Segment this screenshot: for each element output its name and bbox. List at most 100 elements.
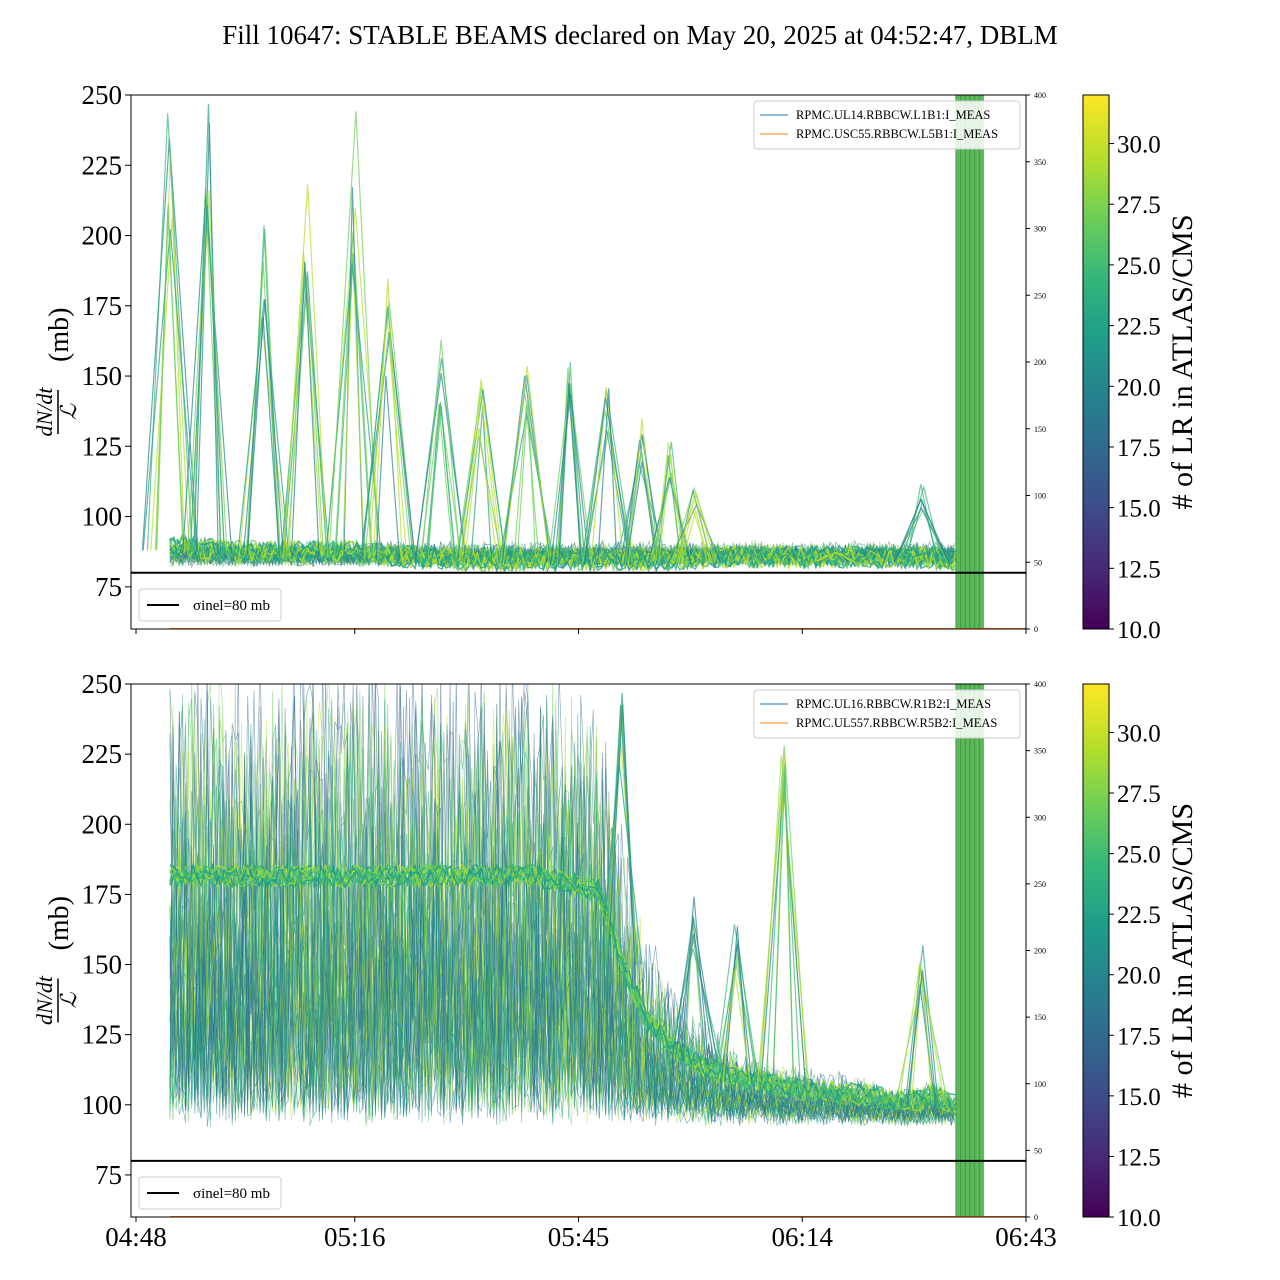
y2-tick-label: 100	[1034, 492, 1046, 501]
colorbar-label: # of LR in ATLAS/CMS	[1166, 214, 1199, 509]
colorbar-tick-label: 15.0	[1117, 496, 1161, 523]
y-axis-label: dN/dt ℒ (mb)	[32, 896, 81, 1025]
spike-4	[897, 962, 946, 1105]
x-tick-label: 06:43	[995, 1222, 1057, 1252]
spike-2	[720, 944, 753, 1082]
y-tick-label: 75	[95, 572, 122, 602]
y2-tick-label: 50	[1034, 1146, 1042, 1155]
legend-box	[753, 100, 1021, 150]
bottom-panel: 75 100 125 150 175 200 225 250 0 50 100 150 200 250 30…	[32, 669, 1199, 1252]
spike-15	[900, 484, 943, 563]
colorbar-tick-label: 22.5	[1117, 902, 1161, 929]
spike-10	[590, 387, 625, 565]
spike-1	[187, 195, 228, 555]
spike-6	[425, 406, 456, 563]
spike-15	[893, 506, 950, 563]
colorbar-tick-label: 10.0	[1117, 1205, 1161, 1232]
core-trace	[169, 864, 957, 1112]
spike-3	[759, 786, 807, 1091]
legend: RPMC.UL14.RBBCW.L1B1:I_MEAS RPMC.USC55.RB…	[753, 100, 1021, 150]
colorbar-tick-label: 15.0	[1117, 1084, 1161, 1111]
y-tick-label: 150	[82, 950, 123, 980]
spike-8	[512, 404, 540, 565]
spike-2	[247, 225, 280, 556]
legend-label: RPMC.UL16.RBBCW.R1B2:I_MEAS	[796, 697, 991, 711]
spike-3	[286, 281, 325, 556]
colorbar-tick-label: 25.0	[1117, 842, 1161, 869]
spike-9	[547, 383, 593, 565]
core-trace	[169, 862, 957, 1114]
threshold-legend-box	[138, 1176, 282, 1210]
y2-tick-label: 200	[1034, 947, 1046, 956]
trace-line	[169, 917, 955, 1125]
spike-5	[372, 278, 403, 560]
colorbar-tick-label: 30.0	[1117, 132, 1161, 159]
plot-area	[141, 95, 984, 629]
spike-10	[597, 388, 618, 565]
colorbar-tick-label: 10.0	[1117, 617, 1161, 644]
spike-1	[666, 948, 723, 1065]
spike-10	[581, 431, 634, 565]
spike-4	[910, 968, 933, 1105]
colorbar-tick-label: 27.5	[1117, 781, 1161, 808]
spike-2	[238, 317, 288, 556]
spike-14	[823, 551, 846, 562]
y-tick-label: 175	[82, 291, 123, 321]
spike-0	[156, 204, 184, 551]
threshold-legend: σinel=80 mb	[138, 588, 282, 622]
spike-10	[583, 397, 631, 565]
legend-label: RPMC.UL14.RBBCW.L1B1:I_MEAS	[796, 108, 990, 122]
spike-2	[242, 299, 284, 556]
spike-4	[904, 945, 939, 1105]
colorbar-tick-label: 12.5	[1117, 556, 1161, 583]
spike-1	[193, 103, 222, 555]
spike-1	[673, 933, 715, 1065]
y2-tick-label: 300	[1034, 225, 1046, 234]
spike-2	[246, 316, 281, 556]
spike-6	[420, 339, 461, 563]
y2-tick-label: 200	[1034, 358, 1046, 367]
legend-label: RPMC.UL557.RBBCW.R5B2:I_MEAS	[796, 716, 997, 730]
trace-line	[169, 684, 955, 1123]
spike-4	[334, 231, 373, 557]
x-tick-label: 06:14	[771, 1222, 833, 1252]
y2-tick-label: 50	[1034, 558, 1042, 567]
y-tick-label: 200	[82, 809, 123, 839]
y-tick-label: 100	[82, 1090, 123, 1120]
spike-0	[607, 704, 636, 965]
spike-9	[550, 393, 590, 565]
spike-15	[893, 498, 950, 563]
legend: RPMC.UL16.RBBCW.R1B2:I_MEAS RPMC.UL557.RB…	[753, 689, 1021, 739]
spike-3	[283, 184, 328, 556]
colorbar-tick-label: 17.5	[1117, 1023, 1161, 1050]
spike-2	[722, 969, 751, 1082]
spike-3	[772, 764, 795, 1091]
legend-label: RPMC.USC55.RBBCW.L5B1:I_MEAS	[796, 127, 998, 141]
spike-11	[625, 461, 658, 565]
top-panel: 75 100 125 150 175 200 225 250 0 50 100 150 200 250 30…	[32, 80, 1199, 644]
spike-5	[363, 331, 412, 560]
spike-7	[459, 435, 504, 565]
y-label-denominator: ℒ	[56, 991, 81, 1008]
y-label-numerator: dN/dt	[32, 975, 57, 1025]
spike-8	[502, 366, 550, 565]
colorbar-tick-label: 20.0	[1117, 963, 1161, 990]
y2-tick-label: 350	[1034, 158, 1046, 167]
y-label-unit: (mb)	[44, 896, 75, 950]
colorbar-label: # of LR in ATLAS/CMS	[1166, 803, 1199, 1098]
x-tick-label: 05:16	[324, 1222, 386, 1252]
figure-title: Fill 10647: STABLE BEAMS declared on May…	[222, 20, 1058, 50]
y-tick-label: 150	[82, 361, 123, 391]
y-tick-label: 250	[82, 80, 123, 110]
threshold-legend: σinel=80 mb	[138, 1176, 282, 1210]
legend-box	[753, 689, 1021, 739]
spike-12	[657, 455, 682, 564]
spike-2	[237, 299, 290, 556]
threshold-legend-box	[138, 588, 282, 622]
y-tick-label: 125	[82, 1020, 123, 1050]
colorbar: 10.0 12.5 15.0 17.5 20.0 22.5 25.0 27.5 30.0 # of…	[1082, 683, 1199, 1232]
spike-15	[905, 484, 938, 563]
threshold-legend-label: σinel=80 mb	[193, 598, 270, 614]
spike-8	[498, 413, 555, 565]
threshold-legend-label: σinel=80 mb	[193, 1186, 270, 1202]
